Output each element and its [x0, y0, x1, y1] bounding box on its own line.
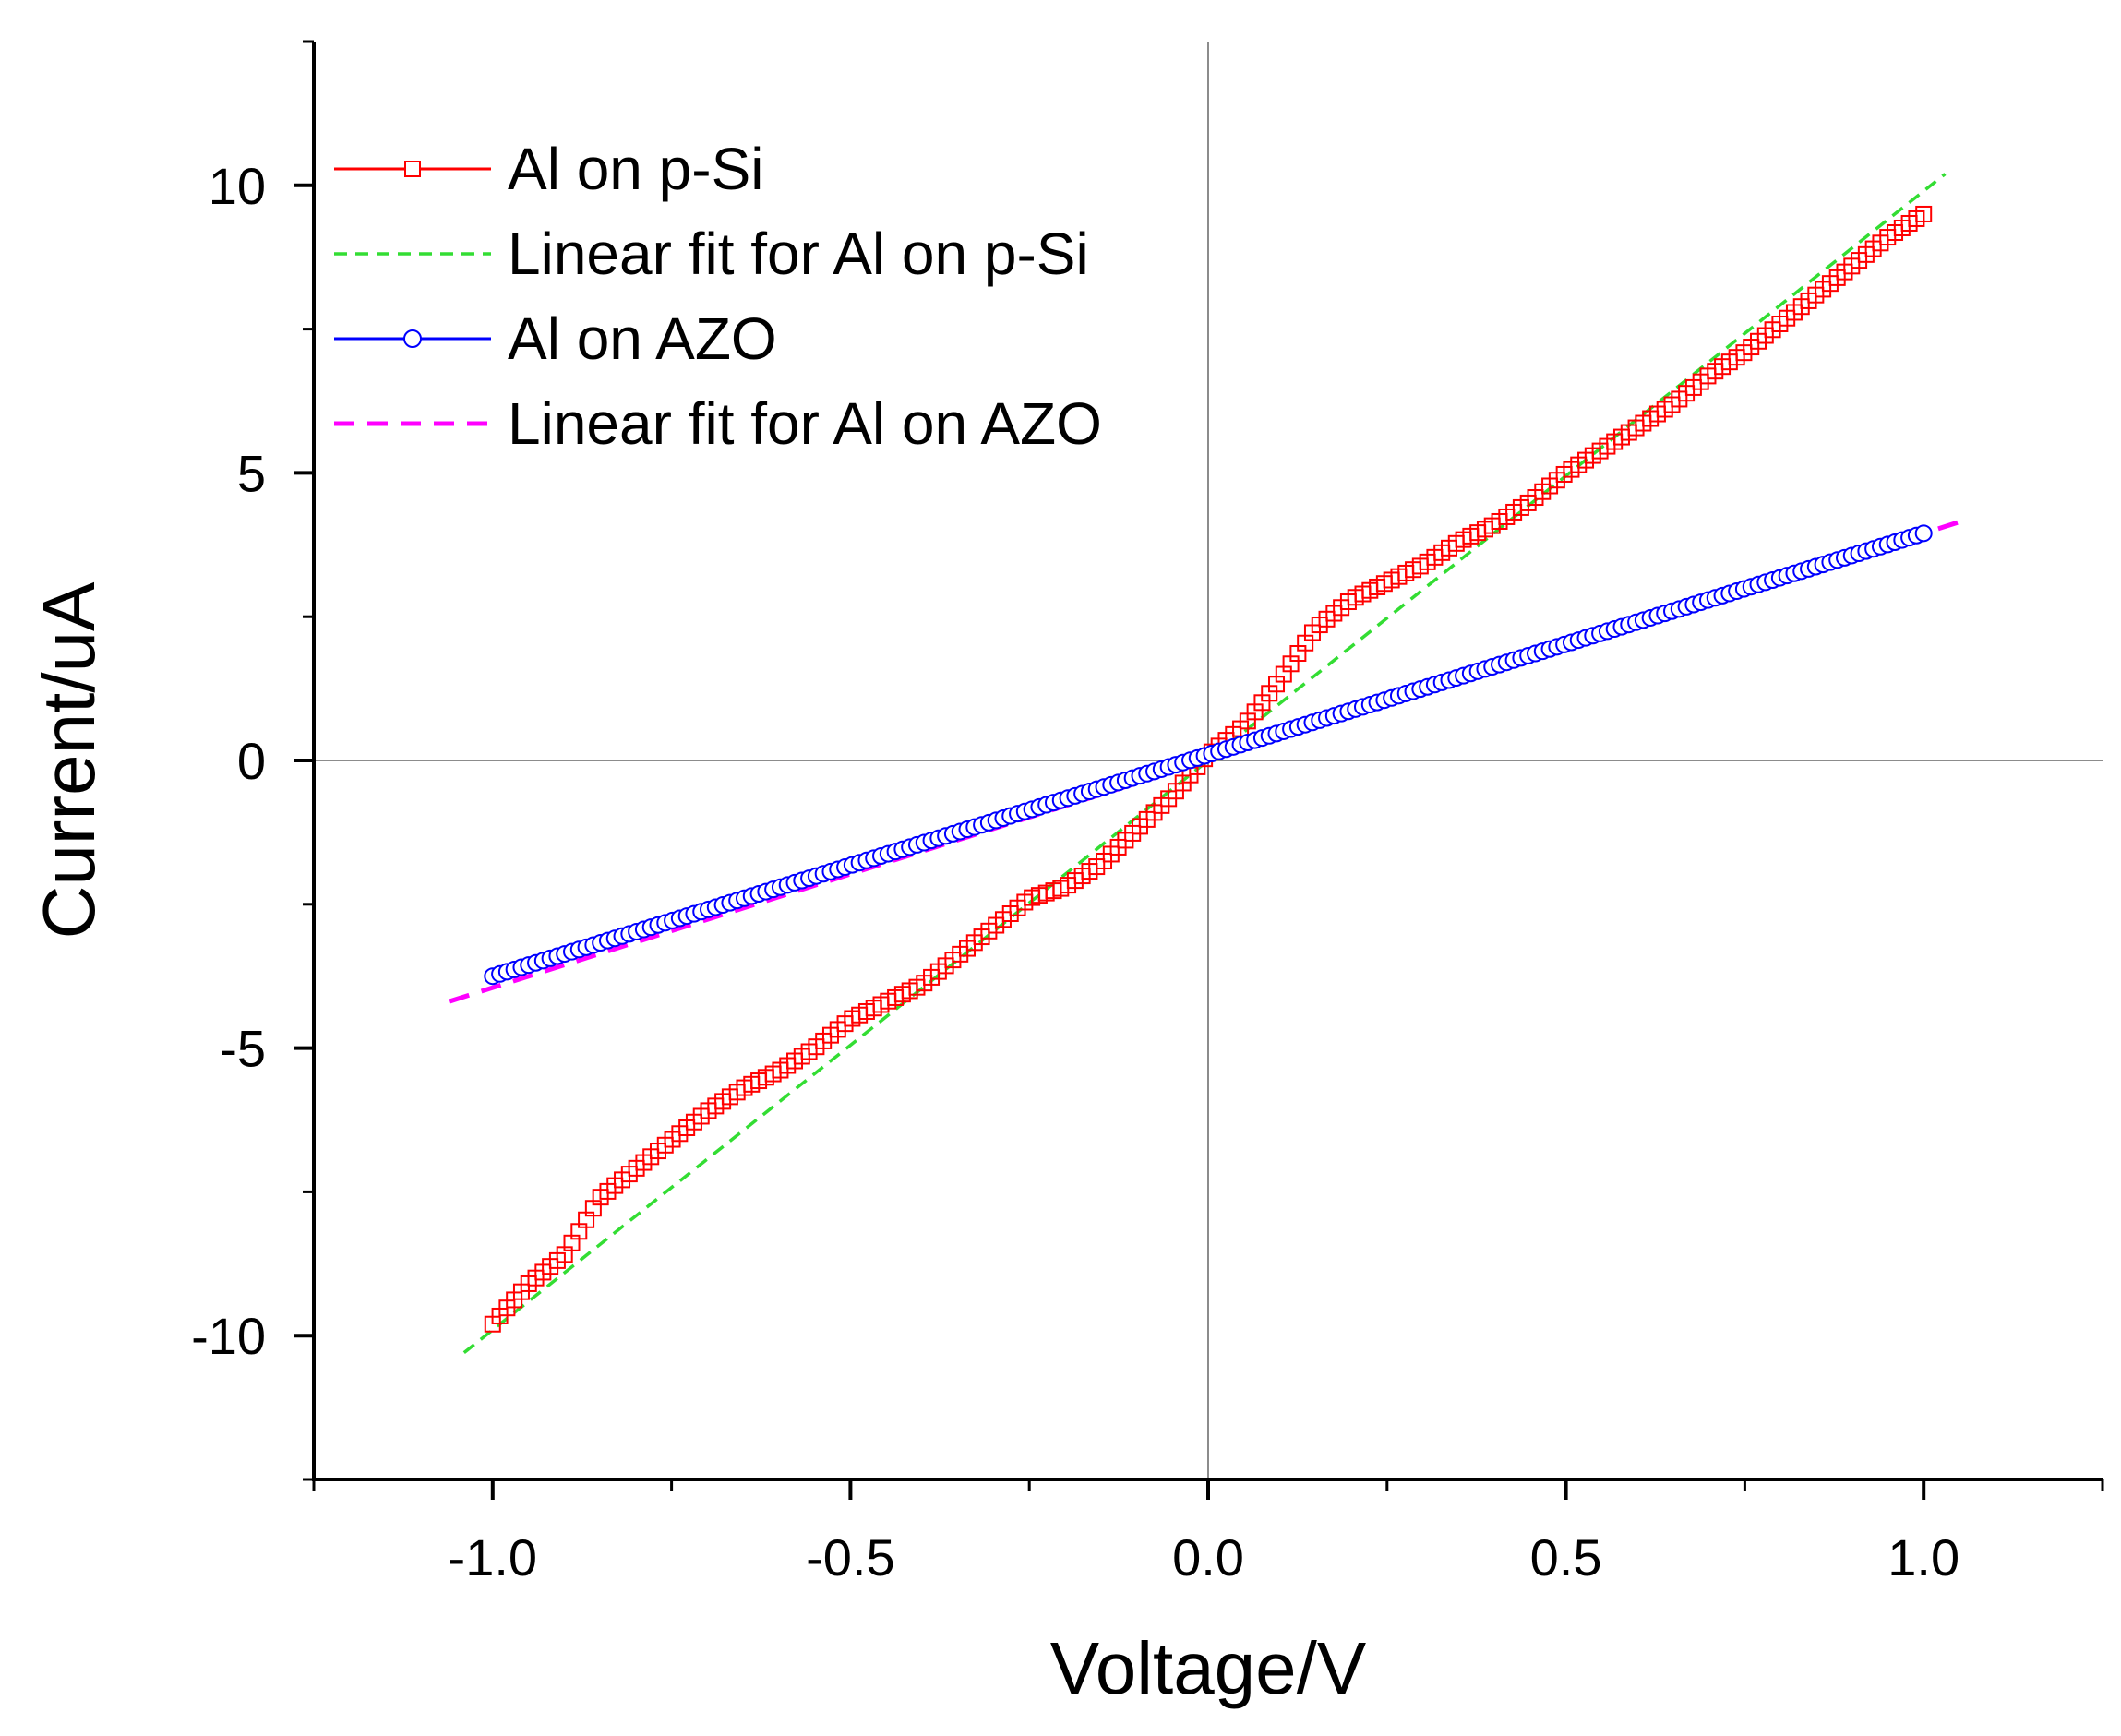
legend-label: Linear fit for Al on p-Si: [508, 221, 1089, 287]
legend-label: Al on AZO: [508, 305, 777, 372]
legend-square-marker: [404, 161, 421, 177]
legend-circle-marker: [403, 329, 422, 348]
series-al-on-azo: [484, 524, 1933, 986]
data-point-circle: [1914, 524, 1933, 543]
series-al-on-p-si: [484, 205, 1933, 1333]
legend-entry: Linear fit for Al on AZO: [334, 390, 1102, 457]
y-axis-title: Current/uA: [28, 581, 110, 939]
legend-label: Linear fit for Al on AZO: [508, 390, 1102, 457]
legend-entry: Al on p-Si: [334, 136, 763, 202]
legend-entry: Al on AZO: [334, 305, 777, 372]
legend-label: Al on p-Si: [508, 136, 763, 202]
x-tick-label: -0.5: [806, 1528, 895, 1586]
data-point-square: [1915, 205, 1933, 222]
x-axis-title: Voltage/V: [1050, 1627, 1367, 1709]
y-tick-label: -10: [191, 1307, 266, 1365]
y-tick-label: 10: [209, 157, 266, 215]
y-tick-label: -5: [220, 1020, 266, 1078]
x-tick-label: 1.0: [1887, 1528, 1959, 1586]
y-tick-label: 5: [237, 444, 266, 502]
x-tick-label: 0.0: [1172, 1528, 1244, 1586]
plot-series: [449, 173, 1968, 1355]
x-tick-label: -1.0: [449, 1528, 538, 1586]
axes: -1.0 -0.5 0.0 0.5 1.0 -10 -5 0 5 10: [191, 40, 2104, 1586]
legend-entry: Linear fit for Al on p-Si: [334, 221, 1089, 287]
y-tick-label: 0: [237, 732, 266, 790]
axis-titles: Voltage/V Current/uA: [28, 581, 1367, 1709]
x-tick-label: 0.5: [1530, 1528, 1602, 1586]
legend: Al on p-Si Linear fit for Al on p-Si Al on…: [334, 136, 1102, 457]
